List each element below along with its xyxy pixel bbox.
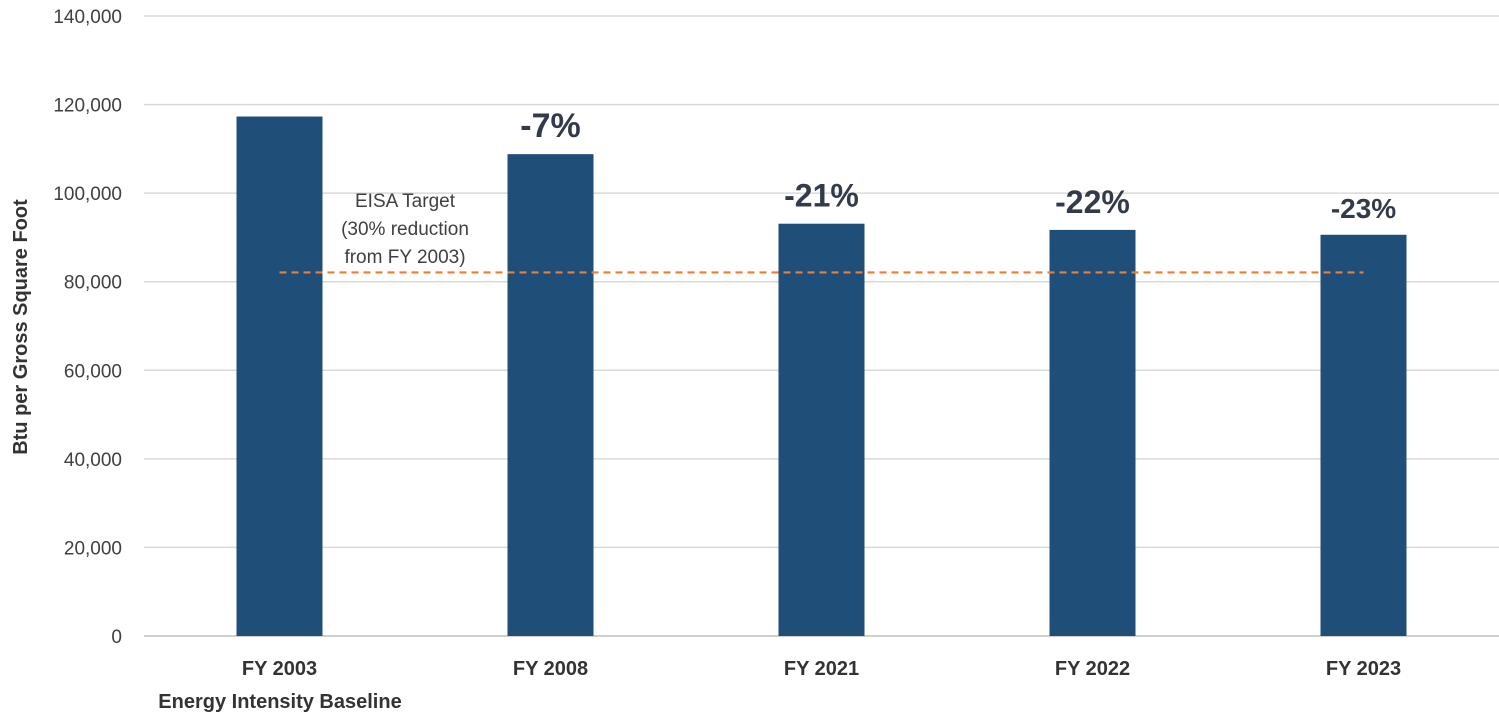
y-axis-title: Btu per Gross Square Foot [10,199,32,455]
y-tick-label: 40,000 [64,450,122,471]
bar [236,116,323,637]
bar [778,223,865,636]
bar-data-label: -23% [1331,193,1396,224]
y-tick-label: 120,000 [53,96,122,117]
bar [1320,234,1407,636]
y-tick-label: 80,000 [64,273,122,294]
x-tick-label: FY 2022 [1055,658,1130,680]
y-tick-label: 140,000 [53,7,122,28]
y-axis-ticks: 0 20,000 40,000 60,000 80,000 100,000 120,000 1… [53,7,122,648]
bar [507,154,594,636]
x-axis-labels: FY 2003 FY 2008 FY 2021 FY 2022 FY 2023 [242,658,1401,680]
y-tick-label: 20,000 [64,538,122,559]
y-tick-label: 100,000 [53,184,122,205]
target-annotation-line: (30% reduction [341,219,469,240]
bar-data-label: -7% [520,107,580,145]
y-tick-label: 60,000 [64,361,122,382]
bars [236,116,1407,637]
bar-data-label: -22% [1055,184,1130,220]
target-annotation-line: from FY 2003) [344,247,465,268]
x-tick-label: FY 2003 [242,658,317,680]
y-tick-label: 0 [111,627,122,648]
bar [1049,229,1136,636]
x-tick-label: FY 2023 [1326,658,1401,680]
x-tick-label: FY 2021 [784,658,859,680]
target-annotation-line: EISA Target [355,191,456,212]
bar-labels: -7% -21% -22% -23% [520,107,1396,224]
target-line-group: EISA Target (30% reduction from FY 2003) [279,191,1364,274]
bar-data-label: -21% [784,178,859,214]
x-tick-label: FY 2008 [513,658,588,680]
baseline-sublabel: Energy Intensity Baseline [158,691,401,713]
